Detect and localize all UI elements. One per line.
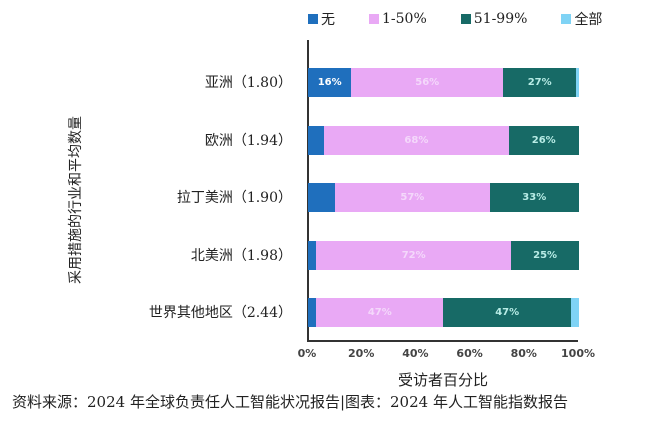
legend-item: 51-99%	[460, 11, 528, 27]
bar-segment: 68%	[324, 125, 509, 155]
bar-segment	[576, 67, 579, 97]
bar-segment: 57%	[335, 182, 490, 212]
legend-swatch	[561, 14, 572, 24]
category-label: 亚洲（1.80）	[204, 75, 292, 91]
category-label: 拉丁美洲（1.90）	[176, 190, 292, 206]
source-caption: 资料来源：2024 年全球负责任人工智能状况报告|图表：2024 年人工智能指数…	[12, 393, 568, 411]
legend-item: 1-50%	[369, 11, 427, 27]
x-tick-label: 60%	[456, 347, 483, 360]
legend-swatch	[308, 14, 318, 24]
bar-segment: 26%	[508, 125, 579, 155]
bar-segment: 47%	[316, 297, 444, 327]
x-tick-label: 100%	[561, 347, 595, 360]
bar-segment: 25%	[511, 240, 579, 270]
bar-segment	[308, 297, 317, 327]
x-axis-line	[307, 340, 578, 342]
x-tick-label: 0%	[297, 347, 317, 360]
legend-swatch	[460, 14, 471, 24]
bar-row: 16% 56% 27%	[308, 67, 579, 97]
bar-segment: 47%	[443, 297, 571, 327]
legend-label: 无	[321, 12, 335, 28]
x-tick-label: 40%	[402, 347, 429, 360]
bar-segment	[308, 125, 325, 155]
y-axis-title: 采用措施的行业和平均数量	[68, 116, 84, 284]
bar-segment: 56%	[351, 67, 504, 97]
x-tick-label: 20%	[348, 347, 375, 360]
plot-area: 16% 56% 27% 68% 26% 57% 33% 72% 25% 47% 47%	[307, 40, 579, 342]
x-tick-label: 80%	[510, 347, 537, 360]
legend-label: 全部	[574, 12, 603, 28]
bar-segment	[308, 182, 336, 212]
bar-segment: 33%	[489, 182, 579, 212]
bar-segment: 27%	[503, 67, 577, 97]
category-label: 世界其他地区（2.44）	[148, 305, 292, 321]
x-axis-title: 受访者百分比	[397, 371, 489, 389]
bar-segment: 72%	[316, 240, 512, 270]
legend-item: 无	[308, 9, 335, 29]
category-label: 北美洲（1.98）	[190, 248, 292, 264]
bar-row: 47% 47%	[308, 297, 579, 327]
category-label: 欧洲（1.94）	[204, 133, 292, 149]
legend-swatch	[369, 14, 379, 24]
bar-row: 68% 26%	[308, 125, 579, 155]
bar-segment	[308, 240, 317, 270]
legend-label: 1-50%	[382, 11, 427, 27]
bar-row: 57% 33%	[308, 182, 579, 212]
legend-item: 全部	[561, 9, 602, 29]
bar-segment: 16%	[308, 67, 352, 97]
bar-segment	[570, 297, 579, 327]
chart-legend: 无 1-50% 51-99% 全部	[308, 9, 636, 29]
legend-label: 51-99%	[473, 11, 528, 27]
bar-row: 72% 25%	[308, 240, 579, 270]
